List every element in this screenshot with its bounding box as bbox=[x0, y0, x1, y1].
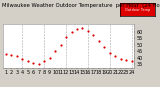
Point bbox=[76, 29, 78, 30]
Point bbox=[27, 61, 29, 62]
Point bbox=[92, 34, 95, 35]
Point bbox=[65, 36, 67, 38]
Point bbox=[48, 57, 51, 58]
Point bbox=[37, 63, 40, 65]
Point bbox=[120, 58, 122, 60]
Point bbox=[59, 44, 62, 46]
Point bbox=[10, 54, 13, 56]
Point bbox=[81, 27, 84, 29]
Point bbox=[54, 51, 56, 52]
Point bbox=[5, 53, 7, 54]
Point bbox=[98, 40, 100, 42]
Point bbox=[70, 31, 73, 33]
Point bbox=[43, 61, 45, 62]
Point bbox=[16, 56, 18, 57]
Point bbox=[114, 56, 116, 57]
Point bbox=[21, 58, 24, 60]
Point bbox=[87, 30, 89, 31]
Point bbox=[32, 62, 35, 63]
Point bbox=[130, 61, 133, 62]
Text: Outdoor Temp: Outdoor Temp bbox=[125, 8, 150, 12]
Point bbox=[125, 60, 128, 61]
Point bbox=[108, 52, 111, 53]
Text: Milwaukee Weather Outdoor Temperature  per Hour  (24 Hours): Milwaukee Weather Outdoor Temperature pe… bbox=[2, 3, 160, 8]
Point bbox=[103, 47, 106, 48]
